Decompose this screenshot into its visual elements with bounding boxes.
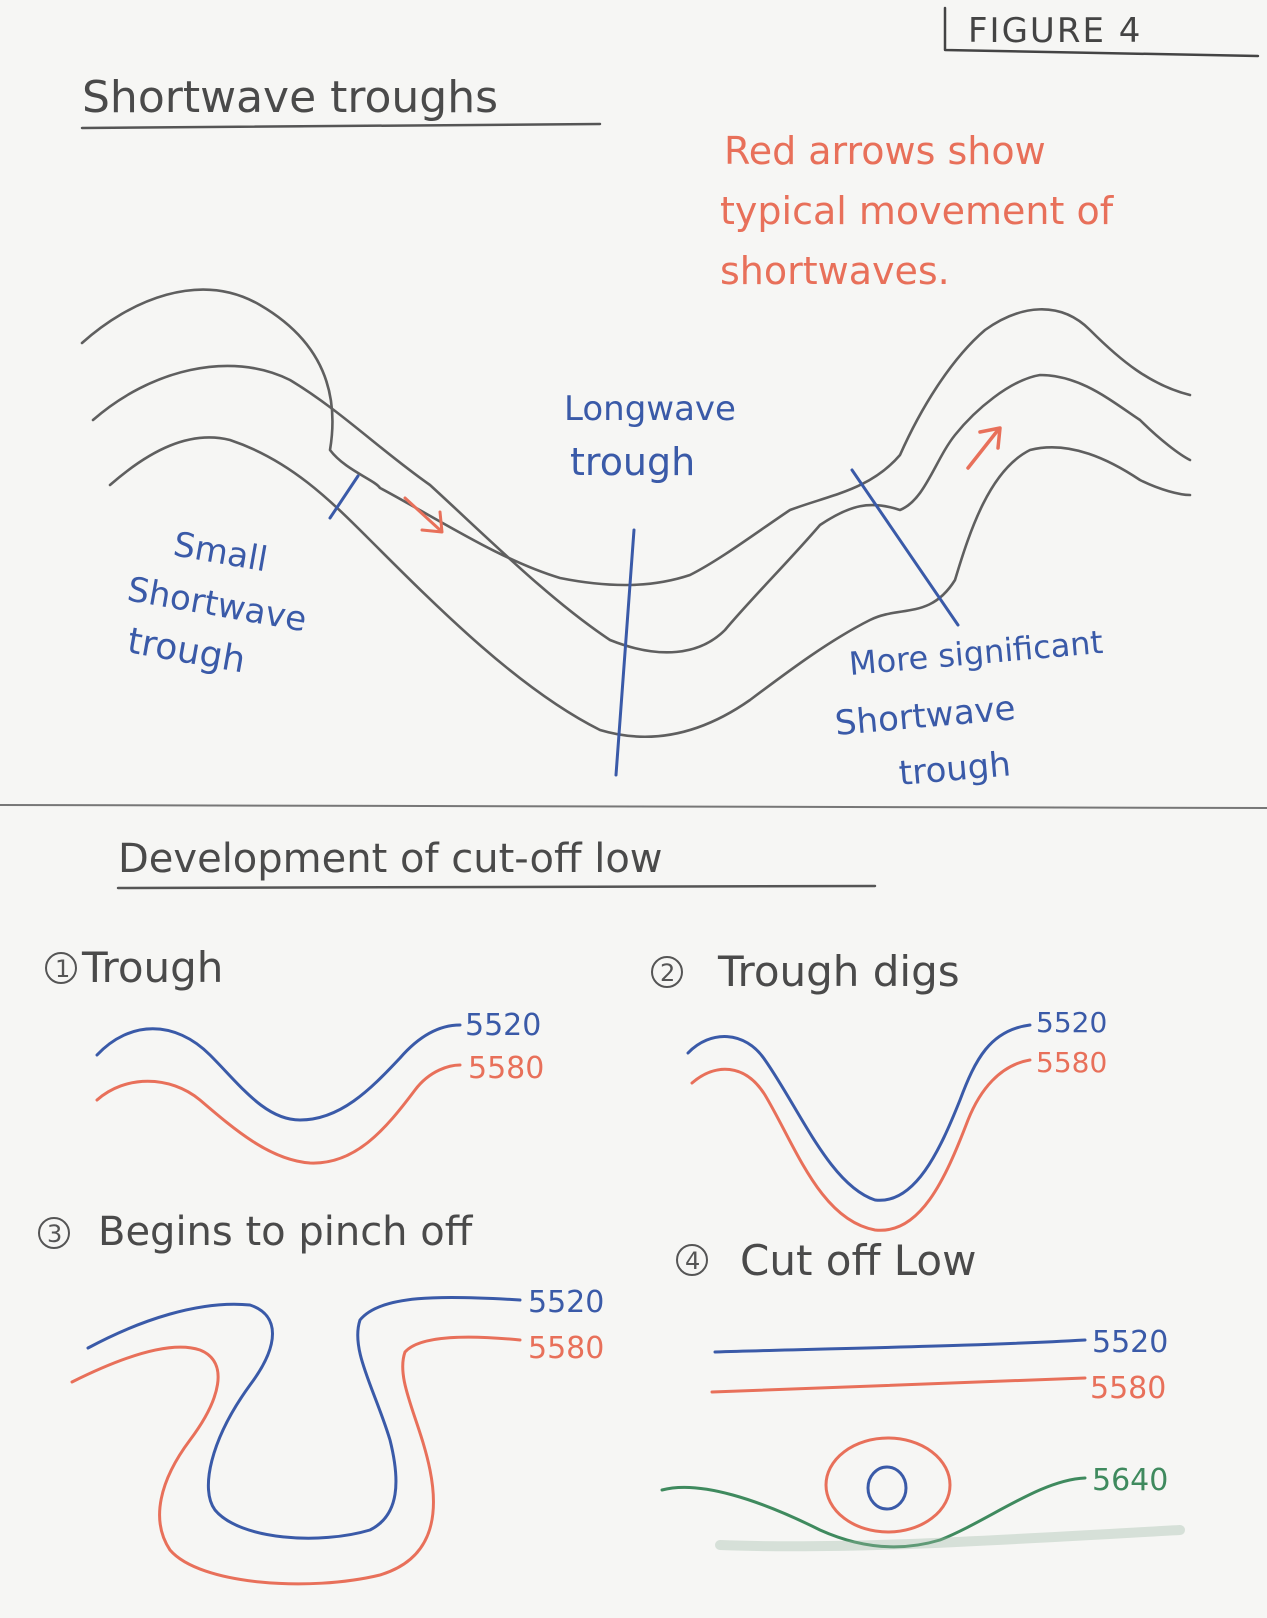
contour-5580 (95, 1063, 462, 1165)
figure-label-frame (943, 6, 1260, 58)
bottom-section-title: Development of cut-off low (118, 836, 663, 882)
contour-label-5580: 5580 (1036, 1046, 1107, 1079)
section-divider (0, 804, 1267, 809)
contour-label-5580: 5580 (528, 1331, 604, 1366)
cut-off-low-inner-ring (866, 1465, 908, 1511)
panel-3: 3 Begins to pinch off 5520 5580 (38, 1209, 604, 1586)
contour-5580 (690, 1058, 1032, 1232)
contour-label-5580: 5580 (468, 1051, 544, 1086)
panel-title: Cut off Low (740, 1236, 976, 1285)
panel-2: 2 Trough digs 5520 5580 (651, 947, 1107, 1232)
note-line-3: shortwaves. (720, 249, 950, 293)
contour-label-5520: 5520 (1036, 1006, 1107, 1039)
contour-5580 (70, 1335, 522, 1586)
significant-shortwave-label-line-3: trough (897, 744, 1012, 794)
bottom-title-underline (116, 884, 877, 890)
small-shortwave-label-line-3: trough (124, 620, 248, 681)
panel-number-badge (45, 952, 77, 984)
panel-title: Trough digs (717, 947, 960, 996)
figure-label: FIGURE 4 (968, 11, 1142, 51)
panel-number-badge (38, 1217, 70, 1249)
panel-4: 4 Cut off Low 5520 5580 5640 (660, 1236, 1185, 1552)
small-shortwave-trough-axis (328, 474, 360, 520)
note-line-2: typical movement of (720, 189, 1115, 233)
longwave-trough-axis (614, 528, 636, 777)
significant-shortwave-label-line-1: More significant (847, 623, 1104, 683)
significant-shortwave-trough-axis (850, 468, 960, 627)
panel-number: 3 (47, 1220, 62, 1248)
contour-5520 (686, 1023, 1032, 1202)
contour-label-5520: 5520 (1092, 1325, 1168, 1360)
significant-shortwave-label-line-2: Shortwave (833, 688, 1017, 744)
panel-number: 1 (55, 955, 70, 983)
contour-5520 (713, 1338, 1087, 1354)
longwave-label-line-1: Longwave (564, 389, 736, 429)
panel-number: 4 (685, 1247, 700, 1275)
panel-number: 2 (660, 959, 675, 987)
panel-title: Begins to pinch off (98, 1209, 474, 1255)
significant-shortwave-arrow-icon (966, 426, 1002, 470)
panel-number-badge (676, 1244, 708, 1276)
contour-label-5580: 5580 (1090, 1371, 1166, 1406)
top-title-underline (80, 122, 602, 130)
contour-label-5520: 5520 (528, 1285, 604, 1320)
small-shortwave-arrow-icon (403, 496, 444, 534)
cut-off-low-outer-ring (824, 1436, 952, 1534)
panel-1: 1 Trough 5520 5580 (45, 943, 544, 1165)
contour-label-5520: 5520 (465, 1008, 541, 1043)
smudge-mark (715, 1525, 1185, 1552)
contour-label-5640: 5640 (1092, 1463, 1168, 1498)
panel-number-badge (651, 956, 683, 988)
panel-title: Trough (81, 943, 223, 992)
contour-5580 (710, 1376, 1087, 1394)
small-shortwave-label-line-1: Small (170, 524, 270, 580)
height-contour-lower (108, 436, 1192, 739)
contour-5640 (660, 1476, 1087, 1549)
contour-5520 (86, 1295, 522, 1540)
top-section-title: Shortwave troughs (82, 72, 498, 123)
contour-5520 (95, 1023, 462, 1122)
height-contour-middle (91, 364, 1192, 654)
note-line-1: Red arrows show (724, 129, 1046, 173)
longwave-label-line-2: trough (570, 440, 695, 484)
height-contour-upper (80, 288, 1192, 587)
